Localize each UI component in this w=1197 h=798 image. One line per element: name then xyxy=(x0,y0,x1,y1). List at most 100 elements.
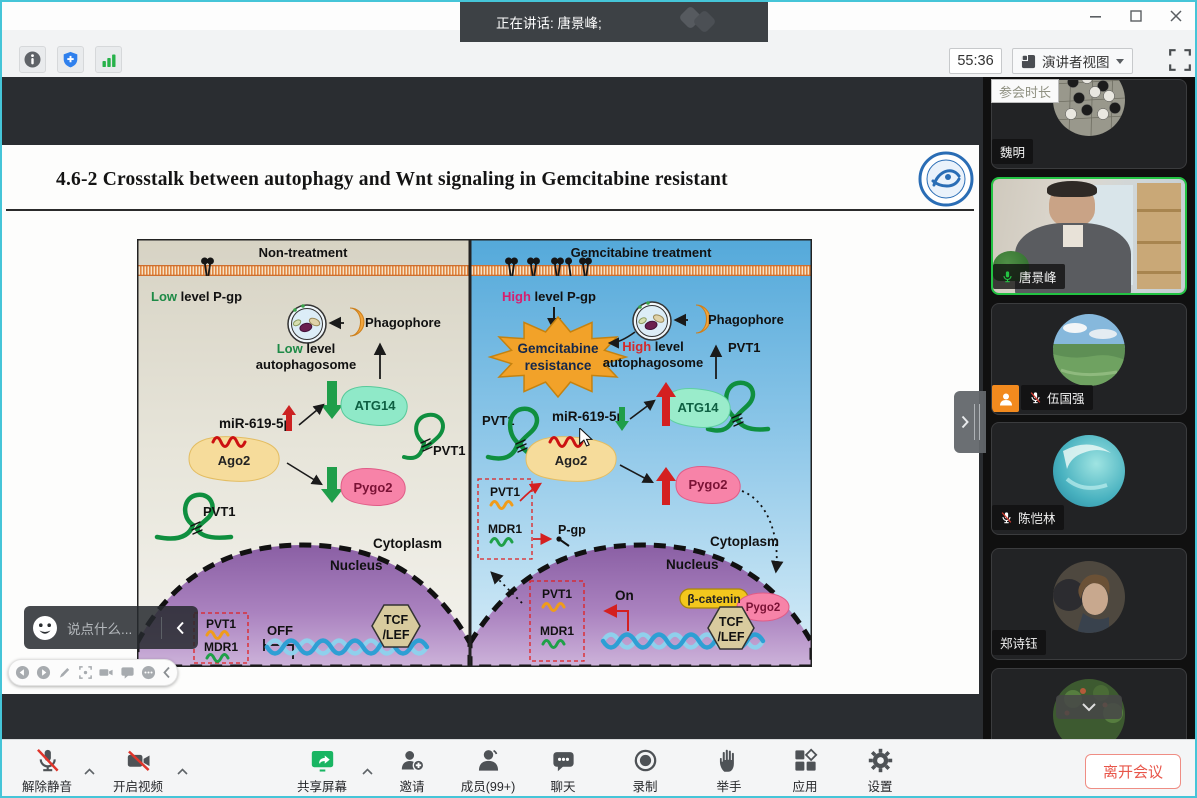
meeting-logo-icon xyxy=(678,5,734,35)
label-phagophore: Phagophore xyxy=(365,315,441,330)
person-icon xyxy=(999,393,1012,405)
unmute-button[interactable]: 解除静音 xyxy=(4,747,90,795)
comment-button[interactable] xyxy=(120,665,135,680)
pgp-proteins xyxy=(505,257,592,276)
chat-collapse-button[interactable] xyxy=(162,621,198,635)
label-on: On xyxy=(615,588,634,603)
close-button[interactable] xyxy=(1163,4,1189,28)
close-icon xyxy=(1170,10,1182,22)
chat-button[interactable]: 聊天 xyxy=(520,747,606,795)
more-button[interactable] xyxy=(141,665,156,680)
svg-text:Pygo2: Pygo2 xyxy=(746,602,781,614)
chat-input[interactable]: 说点什么... xyxy=(67,621,133,637)
previous-button[interactable] xyxy=(15,665,30,680)
participants-sidebar: 参会时长 魏明 xyxy=(983,77,1195,739)
red-up-arrow xyxy=(656,382,676,426)
avatar xyxy=(1053,80,1125,141)
mic-muted-icon xyxy=(36,748,59,772)
security-button[interactable] xyxy=(57,46,84,73)
svg-text:ATG14: ATG14 xyxy=(355,398,397,413)
chevron-down-icon xyxy=(1115,58,1124,64)
chevron-right-icon xyxy=(961,415,969,429)
export-arrow xyxy=(490,571,523,604)
chevron-left-icon xyxy=(176,621,184,634)
green-down-arrow xyxy=(321,381,343,419)
pygo2-into-nucleus-arrow xyxy=(741,490,784,574)
maximize-button[interactable] xyxy=(1123,4,1149,28)
autophagosome xyxy=(632,301,672,341)
pvt1-hairpin-left xyxy=(485,406,553,462)
label-phagophore: Phagophore xyxy=(708,312,784,327)
participant-name: 郑诗钰 xyxy=(1000,637,1038,651)
video-feed xyxy=(993,179,1185,293)
meeting-duration[interactable]: 55:36 xyxy=(949,48,1002,74)
label-nucleus: Nucleus xyxy=(330,558,383,573)
apps-icon xyxy=(794,748,817,771)
annotation-toolbar xyxy=(8,659,178,686)
minimize-icon xyxy=(1090,16,1101,18)
next-button[interactable] xyxy=(36,665,51,680)
svg-text:MDR1: MDR1 xyxy=(204,640,238,654)
meeting-info-button[interactable] xyxy=(19,46,46,73)
participant-tile[interactable]: 陈恺林 xyxy=(991,422,1187,535)
settings-button[interactable]: 设置 xyxy=(837,747,923,795)
ago2-blob xyxy=(188,436,280,482)
participant-tile[interactable]: 伍国强 xyxy=(991,303,1187,415)
speaking-label: 正在讲话: 唐景峰; xyxy=(496,16,602,31)
pvt1-mdr1-box-cytoplasm xyxy=(477,478,533,560)
atg14-blob xyxy=(340,386,408,426)
mic-muted-icon xyxy=(1001,512,1012,524)
label-mir: miR-619-5p xyxy=(552,409,625,424)
svg-text:Pygo2: Pygo2 xyxy=(688,477,727,492)
record-button[interactable]: 录制 xyxy=(602,747,688,795)
camera-muted-icon xyxy=(127,750,150,771)
raise-hand-button[interactable]: 举手 xyxy=(686,747,772,795)
participant-tile[interactable] xyxy=(991,668,1187,739)
share-screen-button[interactable]: 共享屏幕 xyxy=(279,747,365,795)
diagram-panel-gemcitabine: Gemcitabine treatment xyxy=(470,239,812,667)
invite-button[interactable]: 邀请 xyxy=(369,747,455,795)
share-options-chevron[interactable] xyxy=(362,762,373,780)
svg-text:TCF: TCF xyxy=(384,613,409,627)
atg14-blob xyxy=(663,388,731,428)
scroll-participants-button[interactable] xyxy=(1056,695,1122,719)
svg-text:Ago2: Ago2 xyxy=(218,453,251,468)
cell-membrane xyxy=(137,265,470,276)
red-up-arrow-2 xyxy=(656,467,676,505)
mic-options-chevron[interactable] xyxy=(84,762,95,780)
pencil-annotate-button[interactable] xyxy=(57,665,72,680)
label-off: OFF xyxy=(267,623,293,638)
participant-name: 陈恺林 xyxy=(1018,512,1056,526)
label-mir: miR-619-5p xyxy=(219,416,292,431)
network-quality-button[interactable] xyxy=(95,46,122,73)
pvt1-hairpin-big xyxy=(705,380,771,433)
sidebar-collapse-tab[interactable] xyxy=(954,391,986,453)
svg-text:PVT1: PVT1 xyxy=(433,443,466,458)
svg-text:Gemcitabine: Gemcitabine xyxy=(517,341,599,356)
avatar xyxy=(1053,314,1125,391)
raise-hand-icon xyxy=(719,749,734,772)
duration-tooltip: 参会时长 xyxy=(991,79,1060,103)
svg-text:PVT1: PVT1 xyxy=(542,587,572,601)
emoji-button[interactable] xyxy=(32,615,58,641)
label-nucleus: Nucleus xyxy=(666,557,719,572)
members-button[interactable]: 成员(99+) xyxy=(445,747,531,795)
collapse-toolbar-button[interactable] xyxy=(162,666,171,679)
leave-meeting-button[interactable]: 离开会议 xyxy=(1085,754,1181,789)
shared-screen-area: 4.6-2 Crosstalk between autophagy and Wn… xyxy=(2,77,983,739)
svg-text:MDR1: MDR1 xyxy=(540,624,574,638)
participant-tile-active-speaker[interactable]: 唐景峰 xyxy=(991,177,1187,295)
participant-tile[interactable]: 郑诗钰 xyxy=(991,548,1187,660)
bottom-toolbar: 解除静音 开启视频 共享屏幕 xyxy=(2,739,1195,796)
camera-button[interactable] xyxy=(98,665,114,680)
fullscreen-button[interactable] xyxy=(1168,48,1192,77)
info-icon xyxy=(24,51,41,68)
minimize-button[interactable] xyxy=(1083,4,1109,28)
start-video-button[interactable]: 开启视频 xyxy=(95,747,181,795)
apps-button[interactable]: 应用 xyxy=(762,747,848,795)
video-options-chevron[interactable] xyxy=(177,762,188,780)
ago2-blob xyxy=(525,436,617,482)
crosstalk-figure: Non-treatment Low level P-gp xyxy=(137,239,812,667)
view-mode-selector[interactable]: 演讲者视图 xyxy=(1012,48,1133,74)
laser-pointer-button[interactable] xyxy=(78,665,93,680)
